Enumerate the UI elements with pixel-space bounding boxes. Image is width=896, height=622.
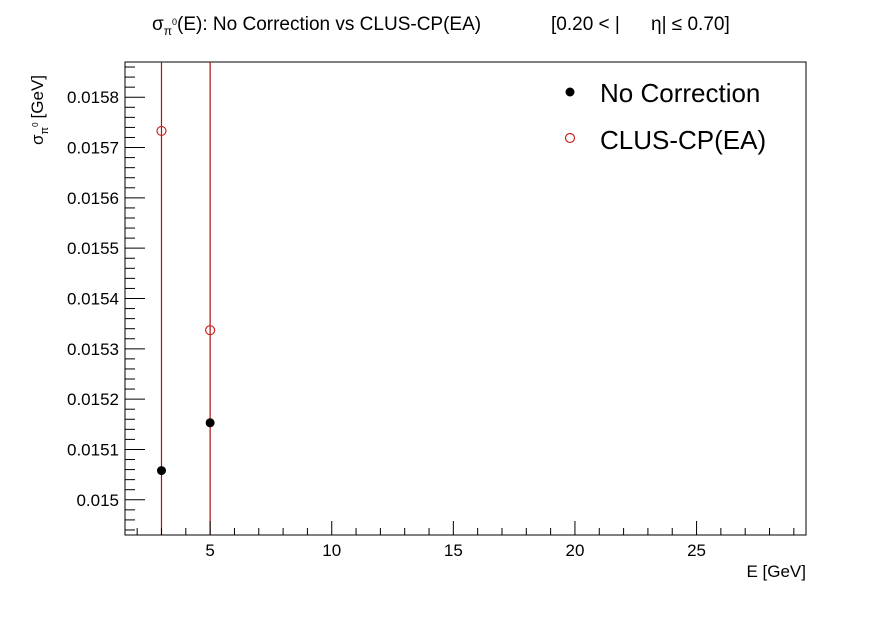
x-axis-label: E [GeV] xyxy=(746,562,806,581)
y-tick-label-8: 0.0158 xyxy=(67,88,119,107)
y-label-unit: [GeV] xyxy=(28,75,47,118)
title-range-start: [0.20 < | xyxy=(551,14,620,35)
y-tick-label-0: 0.015 xyxy=(76,491,119,510)
point-series0-1 xyxy=(205,418,215,428)
y-label-pi-subscript: π xyxy=(39,127,51,135)
y-tick-label-3: 0.0153 xyxy=(67,340,119,359)
title-sigma: σ xyxy=(152,14,164,35)
x-axis-ticks: 5 10 15 20 25 xyxy=(136,521,795,560)
x-tick-label-0: 5 xyxy=(205,541,214,560)
y-axis-label: σπ0 [GeV] xyxy=(28,75,51,145)
x-tick-label-3: 20 xyxy=(565,541,584,560)
title-pi-subscript: π xyxy=(164,24,172,38)
x-tick-label-1: 10 xyxy=(322,541,341,560)
legend-marker-clus-cp xyxy=(564,132,576,144)
y-tick-label-7: 0.0157 xyxy=(67,139,119,158)
title-range-end: η| ≤ 0.70] xyxy=(651,14,730,35)
point-series0-0 xyxy=(156,466,166,476)
x-tick-label-2: 15 xyxy=(444,541,463,560)
chart-title: σπ0(E): No Correction vs CLUS-CP(EA) xyxy=(152,14,481,38)
x-tick-label-4: 25 xyxy=(687,541,706,560)
y-tick-label-2: 0.0152 xyxy=(67,390,119,409)
title-main: (E): No Correction vs CLUS-CP(EA) xyxy=(177,14,481,35)
y-label-zero-superscript: 0 xyxy=(31,122,40,127)
vertical-lines xyxy=(160,62,211,535)
point-series1-1 xyxy=(205,325,216,336)
y-label-sigma: σ xyxy=(28,134,47,145)
point-series1-0 xyxy=(156,125,167,137)
y-axis-ticks: 0.015 0.0151 0.0152 0.0153 0.0154 0.0155 0.015… xyxy=(67,66,145,531)
y-tick-label-5: 0.0155 xyxy=(67,239,119,258)
legend-marker-no-correction xyxy=(565,87,575,97)
legend-label-no-correction: No Correction xyxy=(600,78,760,108)
y-tick-label-1: 0.0151 xyxy=(67,440,119,459)
y-tick-label-6: 0.0156 xyxy=(67,189,119,208)
title-zero-superscript: 0 xyxy=(172,17,177,27)
legend: No Correction CLUS-CP(EA) xyxy=(564,78,766,155)
data-points xyxy=(156,125,216,476)
y-tick-label-4: 0.0154 xyxy=(67,290,119,309)
legend-label-clus-cp: CLUS-CP(EA) xyxy=(600,125,766,155)
